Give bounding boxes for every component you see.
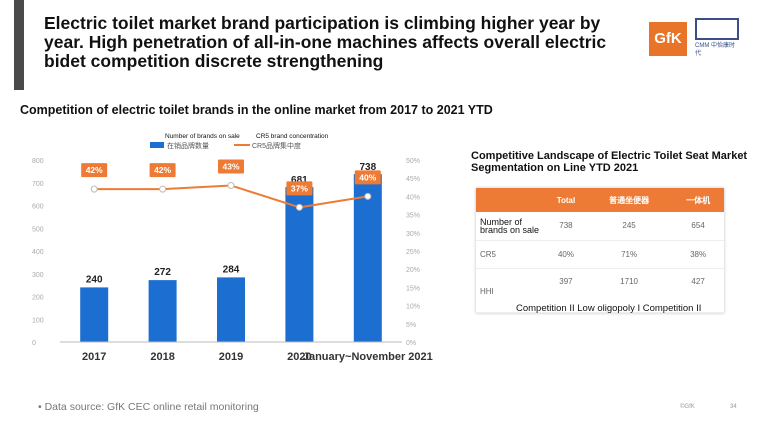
cr5-point [227, 181, 235, 189]
y-right-tick-label: 30% [406, 231, 420, 238]
bar [285, 187, 314, 342]
table-header-cell: Total [546, 188, 586, 212]
row-label: HHI [476, 268, 546, 313]
cr5-point [364, 192, 372, 200]
table-header-row: Total 普通坐便器 一体机 [476, 188, 724, 212]
bar [80, 287, 109, 342]
table-cell: 71% [585, 240, 673, 269]
cmm-logo-mark [695, 18, 739, 40]
right-panel-title: Competitive Landscape of Electric Toilet… [471, 150, 748, 174]
x-tick-label: 2019 [219, 351, 243, 363]
table-cell: 427 [672, 268, 724, 313]
cmm-logo: CMM 中怡康时代 [695, 18, 739, 64]
cr5-value-label: 42% [86, 165, 103, 175]
slide-title: Electric toilet market brand participati… [44, 13, 607, 71]
footer-copyright: ©GfK [680, 404, 695, 410]
table-header-cell [476, 188, 546, 212]
y-left-tick-label: 100 [32, 317, 44, 324]
y-left-tick-label: 300 [32, 272, 44, 279]
table-row: CR5 40% 71% 38% [476, 240, 724, 269]
y-left-tick-label: 700 [32, 181, 44, 188]
bar [148, 280, 177, 342]
chart-subtitle: Competition of electric toilet brands in… [20, 103, 493, 117]
legend-label: CR5 brand concentration [256, 133, 329, 140]
y-left-tick-label: 400 [32, 249, 44, 256]
x-tick-label: 2020 [287, 351, 311, 363]
x-tick-label: 2017 [82, 351, 106, 363]
bar-value-label: 240 [86, 274, 103, 285]
y-left-tick-label: 0 [32, 340, 36, 347]
y-right-tick-label: 35% [406, 213, 420, 220]
table-footnote: Competition II Low oligopoly I Competiti… [516, 303, 702, 314]
cmm-logo-text: CMM 中怡康时代 [695, 43, 735, 57]
table-row: HHI 397 1710 427 [476, 268, 724, 313]
cr5-point [295, 203, 303, 211]
y-right-tick-label: 25% [406, 249, 420, 256]
x-tick-label: January~November 2021 [303, 351, 433, 363]
table-row: Number of brands on sale 738 245 654 [476, 212, 724, 241]
cr5-label-box [354, 170, 381, 185]
cr5-value-label: 40% [359, 172, 376, 182]
y-left-tick-label: 800 [32, 158, 44, 165]
cr5-label-box [81, 163, 108, 178]
row-label-text: Number of brands on sale [480, 216, 540, 235]
y-right-tick-label: 5% [406, 322, 416, 329]
bar [353, 174, 382, 342]
table-header-cell: 普通坐便器 [585, 188, 673, 212]
segmentation-table: Total 普通坐便器 一体机 Number of brands on sale… [476, 188, 724, 313]
table-cell: 40% [546, 240, 586, 269]
data-source: • Data source: GfK CEC online retail mon… [38, 401, 259, 413]
table-cell: 738 [546, 212, 586, 241]
y-left-tick-label: 500 [32, 226, 44, 233]
table-cell: 654 [672, 212, 724, 241]
row-label-text: HHI [480, 286, 494, 296]
legend-swatch-bar [150, 142, 164, 148]
page-number: 34 [730, 404, 737, 410]
accent-bar [14, 0, 24, 90]
cr5-value-label: 37% [291, 183, 308, 193]
cr5-label-box [149, 163, 176, 178]
row-label: CR5 [476, 240, 546, 269]
y-right-tick-label: 0% [406, 340, 416, 347]
bar-value-label: 284 [223, 264, 240, 275]
table-cell: 1710 [585, 268, 673, 313]
legend-label: Number of brands on sale [165, 133, 240, 140]
table-header-cell: 一体机 [672, 188, 724, 212]
y-left-tick-label: 200 [32, 295, 44, 302]
bar [217, 277, 245, 342]
y-left-tick-label: 600 [32, 204, 44, 211]
row-label: Number of brands on sale [476, 212, 546, 241]
table-cell: 397 [546, 268, 586, 313]
y-right-tick-label: 20% [406, 267, 420, 274]
y-right-tick-label: 15% [406, 285, 420, 292]
bar-value-label: 272 [154, 267, 171, 278]
y-right-tick-label: 40% [406, 194, 420, 201]
legend-label-cn: 在销品牌数量 [167, 141, 209, 150]
gfk-logo: GfK [649, 22, 687, 56]
table-cell: 245 [585, 212, 673, 241]
x-tick-label: 2018 [150, 351, 174, 363]
y-right-tick-label: 45% [406, 176, 420, 183]
cr5-point [90, 185, 98, 193]
brands-chart: 0 100 200 300 400 500 600 700 800 0% 5% 10% 15% 20% 25… [32, 133, 433, 363]
cr5-label-box [218, 159, 244, 174]
cr5-label-box [286, 181, 313, 196]
y-right-tick-label: 10% [406, 304, 420, 311]
y-right-tick-label: 50% [406, 158, 420, 165]
cr5-value-label: 43% [222, 161, 239, 171]
cr5-value-label: 42% [154, 165, 171, 175]
cr5-point [159, 185, 167, 193]
legend-label-cn: CR5品牌集中度 [252, 141, 301, 150]
bar-value-label: 681 [291, 175, 308, 186]
table-cell: 38% [672, 240, 724, 269]
bar-value-label: 738 [359, 162, 376, 173]
